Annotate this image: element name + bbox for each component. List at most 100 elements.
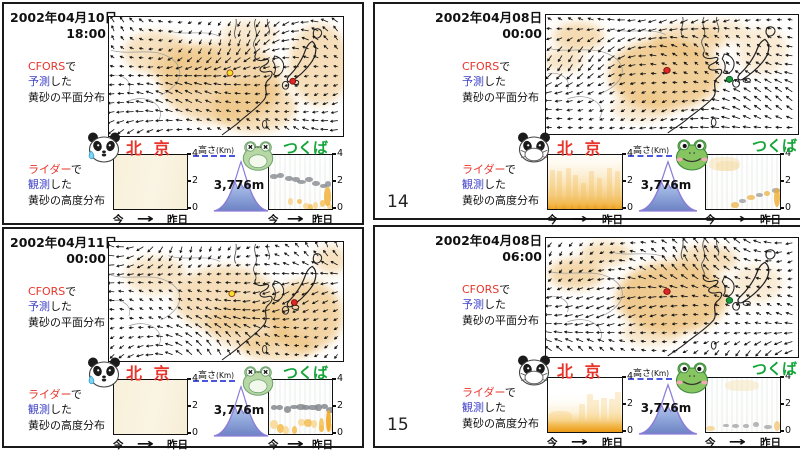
lidar-text: ライダー (28, 163, 71, 176)
axis-tick: 4 (187, 374, 198, 384)
cfors-text: CFORS (28, 285, 66, 298)
caption-text: 黄砂の高度分布 (462, 416, 539, 430)
forecast-text: 予測 (462, 298, 484, 312)
beijing-time-axis: 今 → 昨日 (113, 437, 188, 452)
beijing-marker-dot (226, 69, 234, 77)
yesterday-label: 昨日 (167, 214, 188, 226)
axis-tick: 4 (332, 149, 343, 159)
fuji-height-label: 3,776m (213, 178, 265, 192)
axis-tick: 4 (622, 372, 633, 382)
dust-forecast-map (545, 237, 799, 358)
forecast-caption: CFORSで 予測した 黄砂の平面分布 (28, 284, 105, 330)
caption-text: で (70, 163, 82, 176)
dust-forecast-map (108, 241, 344, 362)
time-text: 00:00 (502, 26, 542, 42)
axis-tick: 2 (187, 401, 198, 411)
beijing-label: 北 京 (557, 139, 604, 158)
axis-tick: 4 (780, 372, 791, 382)
yesterday-label: 昨日 (312, 439, 333, 451)
caption-text: で (70, 388, 82, 401)
now-label: 今 (113, 439, 124, 451)
axis-tick: 2 (780, 176, 791, 186)
height-label: 高さ (633, 146, 652, 156)
tsukuba-lidar-plot (705, 377, 781, 433)
beijing-time-axis: 今 → 昨日 (113, 212, 188, 227)
height-unit: (Km) (216, 371, 235, 380)
beijing-lidar-plot (113, 379, 188, 435)
axis-tick: 0 (187, 203, 198, 213)
height-unit: (Km) (651, 146, 670, 155)
yesterday-label: 昨日 (760, 214, 781, 226)
tsukuba-label: つくば (752, 137, 798, 155)
caption-text: した (50, 75, 72, 89)
panel-top-left: 2002年04月10日 18:00 CFORSで 予測した 黄砂の平面分布 ライ… (2, 2, 364, 227)
forecast-caption: CFORSで 予測した 黄砂の平面分布 (28, 59, 105, 105)
lidar-text: ライダー (462, 386, 505, 399)
right-arrow-icon: → (729, 435, 747, 450)
caption-text: で (499, 283, 511, 296)
caption-text: 黄砂の高度分布 (28, 193, 105, 207)
height-label: 高さ (198, 371, 217, 381)
caption-text: 黄砂の平面分布 (462, 90, 539, 104)
observe-text: 観測 (28, 178, 50, 192)
time-text: 18:00 (66, 26, 106, 42)
panel-bottom-right: 2002年04月08日 06:00 CFORSで 予測した 黄砂の平面分布 ライ… (373, 225, 800, 450)
beijing-label: 北 京 (557, 362, 604, 381)
fuji-height-label: 3,776m (640, 178, 692, 192)
axis-tick: 2 (780, 399, 791, 409)
now-label: 今 (705, 214, 716, 226)
tsukuba-lidar-plot (268, 379, 333, 435)
tsukuba-time-axis: 今 → 昨日 (268, 212, 333, 227)
caption-text: した (484, 401, 506, 415)
observe-text: 観測 (462, 401, 484, 415)
panel-bottom-left: 2002年04月11日 00:00 CFORSで 予測した 黄砂の平面分布 ライ… (2, 227, 364, 452)
beijing-time-axis: 今 → 昨日 (547, 212, 623, 227)
cfors-text: CFORS (462, 60, 500, 73)
beijing-label: 北 京 (126, 364, 173, 383)
height-axis-title: 高さ(Km) (633, 143, 669, 156)
axis-tick: 2 (622, 176, 633, 186)
axis-tick: 0 (332, 428, 343, 438)
yesterday-label: 昨日 (760, 437, 781, 449)
now-label: 今 (547, 214, 558, 226)
panel-top-right: 2002年04月08日 00:00 CFORSで 予測した 黄砂の平面分布 ライ… (373, 2, 800, 227)
panda-icon (84, 131, 124, 165)
tsukuba-marker-dot (725, 75, 734, 83)
forecast-caption: CFORSで 予測した 黄砂の平面分布 (462, 282, 539, 328)
height-axis-title: 高さ(Km) (198, 368, 234, 381)
caption-text: した (484, 178, 506, 192)
caption-text: 黄砂の高度分布 (28, 418, 105, 432)
axis-tick: 2 (332, 401, 343, 411)
observe-text: 観測 (28, 403, 50, 417)
mount-fuji-icon (637, 381, 699, 436)
caption-text: で (65, 285, 77, 298)
cfors-text: CFORS (28, 60, 66, 73)
axis-tick: 2 (622, 399, 633, 409)
axis-tick: 0 (622, 203, 633, 213)
timestamp: 2002年04月08日 00:00 (435, 10, 542, 43)
timestamp: 2002年04月11日 00:00 (10, 235, 117, 268)
tsukuba-label: つくば (283, 364, 329, 382)
page-number: 15 (387, 415, 409, 435)
mount-fuji-icon (637, 158, 699, 213)
yesterday-label: 昨日 (602, 214, 623, 226)
right-arrow-icon: → (286, 437, 304, 452)
caption-text: 黄砂の高度分布 (462, 193, 539, 207)
now-label: 今 (705, 437, 716, 449)
now-label: 今 (268, 214, 279, 226)
frog-icon (239, 364, 277, 398)
axis-tick: 2 (332, 176, 343, 186)
date-text: 2002年04月10日 (10, 10, 118, 25)
height-unit: (Km) (216, 146, 235, 155)
mount-fuji-icon (212, 383, 270, 438)
right-arrow-icon: → (571, 212, 589, 227)
frog-icon (672, 360, 712, 396)
tsukuba-label: つくば (752, 360, 798, 378)
date-text: 2002年04月11日 (10, 235, 118, 250)
yesterday-label: 昨日 (167, 439, 188, 451)
now-label: 今 (113, 214, 124, 226)
axis-tick: 0 (187, 428, 198, 438)
lidar-text: ライダー (28, 388, 71, 401)
right-arrow-icon: → (136, 437, 154, 452)
axis-tick: 4 (332, 374, 343, 384)
